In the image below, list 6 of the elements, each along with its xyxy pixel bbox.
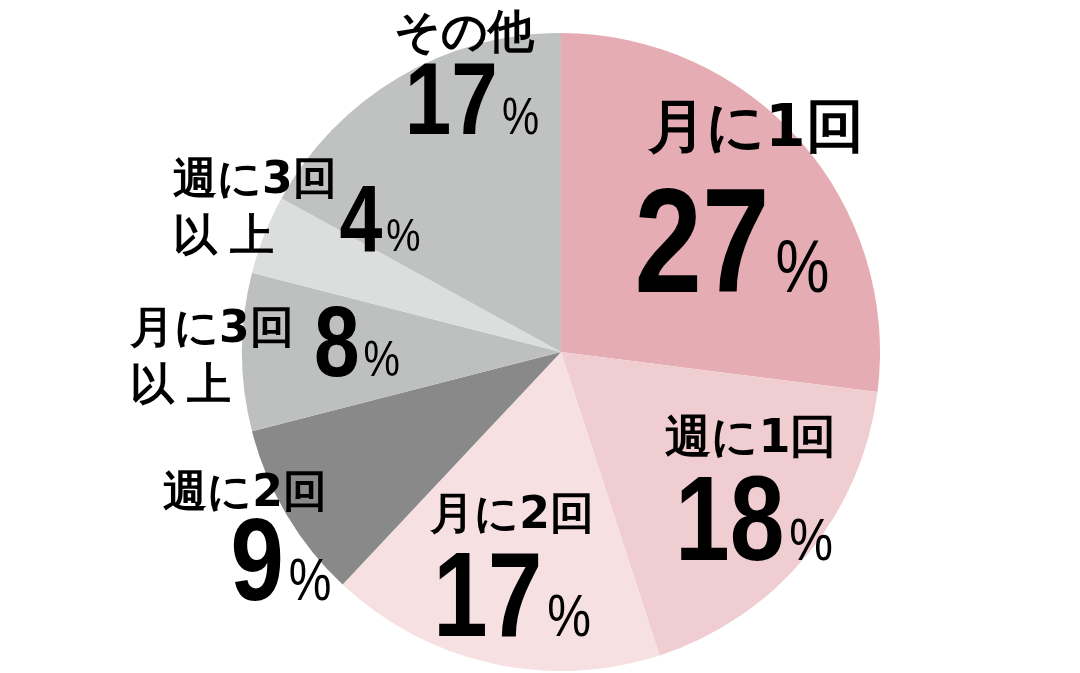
- slice-label: 週に3回以上: [173, 152, 337, 261]
- data-label: 4%: [339, 165, 421, 271]
- data-label: 27%: [634, 157, 830, 324]
- slice-label: 月に1回: [647, 92, 864, 160]
- slice-label: 月に3回以上: [129, 301, 294, 410]
- data-label: 8%: [313, 285, 401, 397]
